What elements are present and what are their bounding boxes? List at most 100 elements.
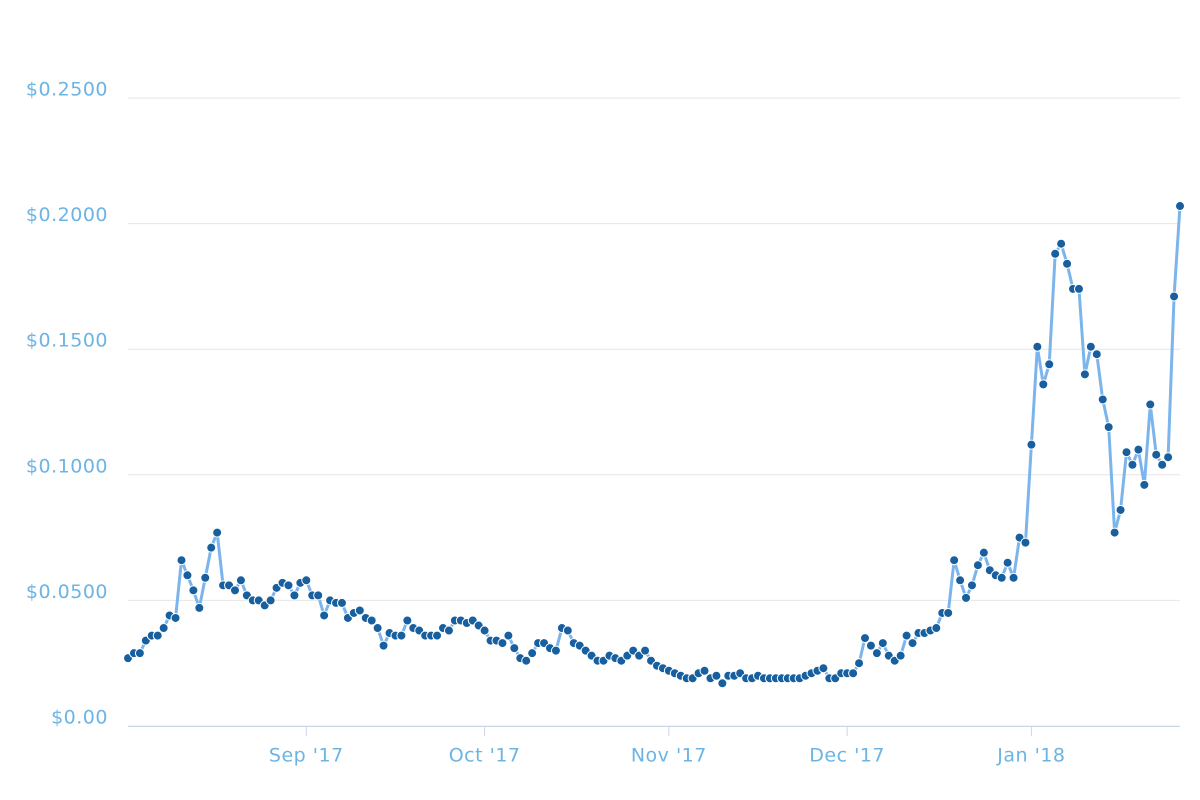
data-point: [503, 630, 514, 641]
data-point: [818, 663, 829, 674]
data-point: [1115, 504, 1126, 515]
data-point: [194, 602, 205, 613]
data-point: [1175, 201, 1185, 212]
x-tick-label: Sep '17: [269, 745, 344, 767]
data-point: [966, 580, 977, 591]
data-point: [859, 633, 870, 644]
data-point: [366, 615, 377, 626]
data-point: [432, 630, 443, 641]
data-point: [711, 670, 722, 681]
data-point: [235, 575, 246, 586]
data-point: [978, 547, 989, 558]
data-point: [931, 623, 942, 634]
data-point: [1163, 452, 1174, 463]
data-point: [699, 665, 710, 676]
data-point: [877, 638, 888, 649]
x-tick-label: Jan '18: [996, 745, 1065, 767]
data-point: [1121, 447, 1132, 458]
data-point: [509, 643, 520, 654]
data-point: [640, 645, 651, 656]
data-point: [865, 640, 876, 651]
data-point: [301, 575, 312, 586]
x-tick-label: Dec '17: [809, 745, 885, 767]
data-point: [265, 595, 276, 606]
data-point: [1097, 394, 1108, 405]
data-point: [1056, 238, 1067, 249]
data-point: [1073, 283, 1084, 294]
data-point: [1157, 459, 1168, 470]
data-point: [1133, 444, 1144, 455]
data-point: [206, 542, 217, 553]
x-tick-label: Nov '17: [631, 745, 707, 767]
y-tick-label: $0.2000: [26, 204, 108, 226]
y-tick-label: $0.1000: [26, 455, 108, 477]
data-point: [562, 625, 573, 636]
data-point: [848, 668, 859, 679]
y-tick-label: $0.1500: [26, 330, 108, 352]
data-point: [283, 580, 294, 591]
y-tick-label: $0.0500: [26, 581, 108, 603]
data-point: [1091, 349, 1102, 360]
data-point: [170, 612, 181, 623]
data-point: [972, 560, 983, 571]
data-point: [1103, 422, 1114, 433]
data-point: [1127, 459, 1138, 470]
data-point: [319, 610, 330, 621]
data-point: [1079, 369, 1090, 380]
data-point: [1151, 449, 1162, 460]
data-point: [907, 638, 918, 649]
data-point: [188, 585, 199, 596]
data-point: [1139, 479, 1150, 490]
data-point: [229, 585, 240, 596]
data-point: [1026, 439, 1037, 450]
data-point: [1008, 572, 1019, 583]
data-point: [354, 605, 365, 616]
y-tick-label: $0.2500: [26, 79, 108, 101]
data-point: [1062, 258, 1073, 269]
data-point: [479, 625, 490, 636]
data-point: [717, 678, 728, 689]
data-point: [1032, 341, 1043, 352]
data-point: [1044, 359, 1055, 370]
data-point: [901, 630, 912, 641]
data-point: [1085, 341, 1096, 352]
data-point: [212, 527, 223, 538]
y-tick-label: $0.00: [51, 707, 108, 729]
data-point: [550, 645, 561, 656]
data-point: [152, 630, 163, 641]
data-point: [871, 648, 882, 659]
data-point: [1109, 527, 1120, 538]
data-point: [943, 607, 954, 618]
data-point: [396, 630, 407, 641]
data-point: [527, 648, 538, 659]
data-point: [443, 625, 454, 636]
data-point: [955, 575, 966, 586]
price-line: [127, 205, 1182, 685]
data-point: [200, 572, 211, 583]
data-point: [313, 590, 324, 601]
data-point: [521, 655, 532, 666]
data-point: [158, 623, 169, 634]
data-point: [1050, 248, 1061, 259]
data-point: [1145, 399, 1156, 410]
data-point: [176, 555, 187, 566]
data-point: [996, 572, 1007, 583]
data-point: [1020, 537, 1031, 548]
data-point: [1169, 291, 1180, 302]
data-point: [497, 638, 508, 649]
data-point: [182, 570, 193, 581]
data-point: [961, 592, 972, 603]
data-point: [949, 555, 960, 566]
data-point: [336, 597, 347, 608]
data-point: [1002, 557, 1013, 568]
data-point: [854, 658, 865, 669]
data-point: [289, 590, 300, 601]
data-point: [402, 615, 413, 626]
data-point: [895, 650, 906, 661]
data-point: [134, 648, 145, 659]
data-point: [378, 640, 389, 651]
data-point: [1038, 379, 1049, 390]
data-point: [372, 623, 383, 634]
x-tick-label: Oct '17: [449, 745, 521, 767]
